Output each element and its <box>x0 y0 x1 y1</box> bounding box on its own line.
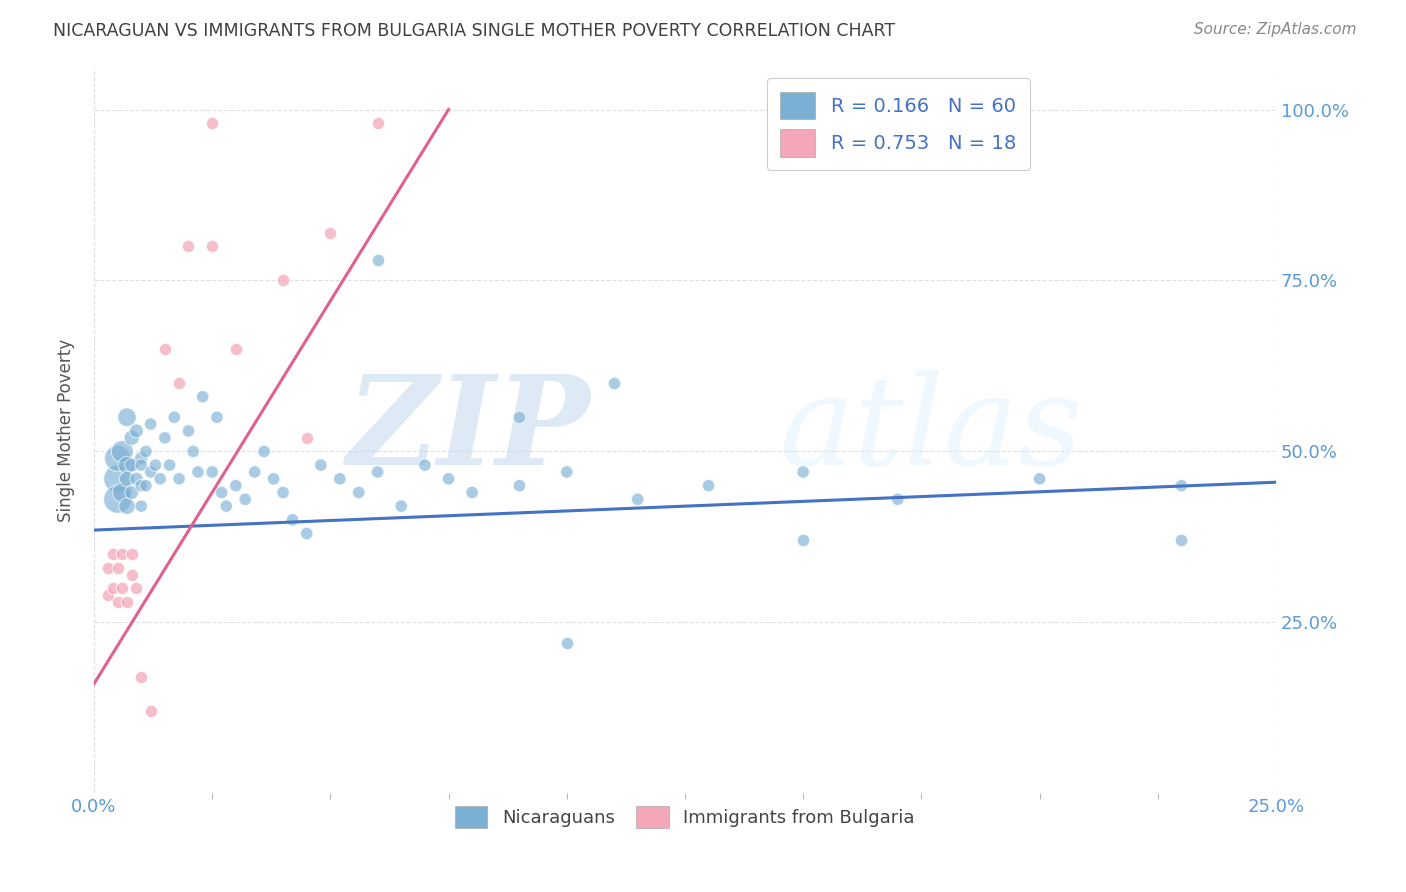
Point <box>603 376 626 390</box>
Point <box>121 458 143 472</box>
Text: Source: ZipAtlas.com: Source: ZipAtlas.com <box>1194 22 1357 37</box>
Point <box>191 390 214 404</box>
Point <box>115 410 138 425</box>
Point <box>461 485 484 500</box>
Point <box>508 410 530 425</box>
Point <box>167 472 190 486</box>
Point <box>295 526 318 541</box>
Point <box>437 472 460 486</box>
Y-axis label: Single Mother Poverty: Single Mother Poverty <box>58 339 75 523</box>
Point <box>271 273 294 287</box>
Point <box>111 547 134 561</box>
Point <box>125 472 148 486</box>
Point <box>225 478 247 492</box>
Point <box>201 116 224 130</box>
Point <box>201 465 224 479</box>
Point <box>125 581 148 595</box>
Text: atlas: atlas <box>779 370 1083 491</box>
Point <box>101 547 124 561</box>
Point <box>129 499 152 513</box>
Point <box>347 485 370 500</box>
Point <box>139 704 162 718</box>
Text: NICARAGUAN VS IMMIGRANTS FROM BULGARIA SINGLE MOTHER POVERTY CORRELATION CHART: NICARAGUAN VS IMMIGRANTS FROM BULGARIA S… <box>53 22 896 40</box>
Point <box>627 492 650 507</box>
Point <box>367 465 389 479</box>
Point <box>145 458 167 472</box>
Point <box>792 465 814 479</box>
Point <box>225 342 247 356</box>
Point <box>555 636 578 650</box>
Point <box>97 560 120 574</box>
Point <box>309 458 332 472</box>
Point <box>201 239 224 253</box>
Point <box>111 485 134 500</box>
Point <box>149 472 172 486</box>
Point <box>107 595 129 609</box>
Point <box>215 499 238 513</box>
Point <box>129 451 152 466</box>
Point <box>281 513 304 527</box>
Point <box>886 492 908 507</box>
Point <box>121 431 143 445</box>
Point <box>211 485 233 500</box>
Point <box>125 424 148 438</box>
Point <box>319 226 342 240</box>
Point <box>367 116 389 130</box>
Point <box>139 465 162 479</box>
Point <box>107 451 129 466</box>
Point <box>263 472 285 486</box>
Point <box>129 458 152 472</box>
Point <box>115 499 138 513</box>
Point <box>115 595 138 609</box>
Point <box>329 472 352 486</box>
Point <box>129 478 152 492</box>
Point <box>121 547 143 561</box>
Point <box>253 444 276 458</box>
Point <box>413 458 436 472</box>
Point <box>101 581 124 595</box>
Point <box>1028 472 1050 486</box>
Point <box>697 478 720 492</box>
Point <box>107 492 129 507</box>
Point <box>115 458 138 472</box>
Point <box>555 465 578 479</box>
Point <box>187 465 209 479</box>
Point <box>107 472 129 486</box>
Point <box>163 410 186 425</box>
Point <box>111 444 134 458</box>
Point <box>271 485 294 500</box>
Point <box>389 499 412 513</box>
Point <box>159 458 181 472</box>
Legend: Nicaraguans, Immigrants from Bulgaria: Nicaraguans, Immigrants from Bulgaria <box>447 798 922 835</box>
Point <box>153 431 176 445</box>
Point <box>111 581 134 595</box>
Point <box>233 492 256 507</box>
Point <box>177 424 200 438</box>
Point <box>135 444 157 458</box>
Text: ZIP: ZIP <box>347 370 591 491</box>
Point <box>243 465 266 479</box>
Point <box>153 342 176 356</box>
Point <box>177 239 200 253</box>
Point <box>205 410 228 425</box>
Point <box>97 588 120 602</box>
Point <box>295 431 318 445</box>
Point <box>367 252 389 267</box>
Point <box>121 567 143 582</box>
Point <box>1170 478 1192 492</box>
Point <box>1170 533 1192 548</box>
Point <box>167 376 190 390</box>
Point <box>129 670 152 684</box>
Point <box>121 485 143 500</box>
Point <box>139 417 162 431</box>
Point <box>115 472 138 486</box>
Point <box>508 478 530 492</box>
Point <box>181 444 204 458</box>
Point <box>135 478 157 492</box>
Point <box>792 533 814 548</box>
Point <box>107 560 129 574</box>
